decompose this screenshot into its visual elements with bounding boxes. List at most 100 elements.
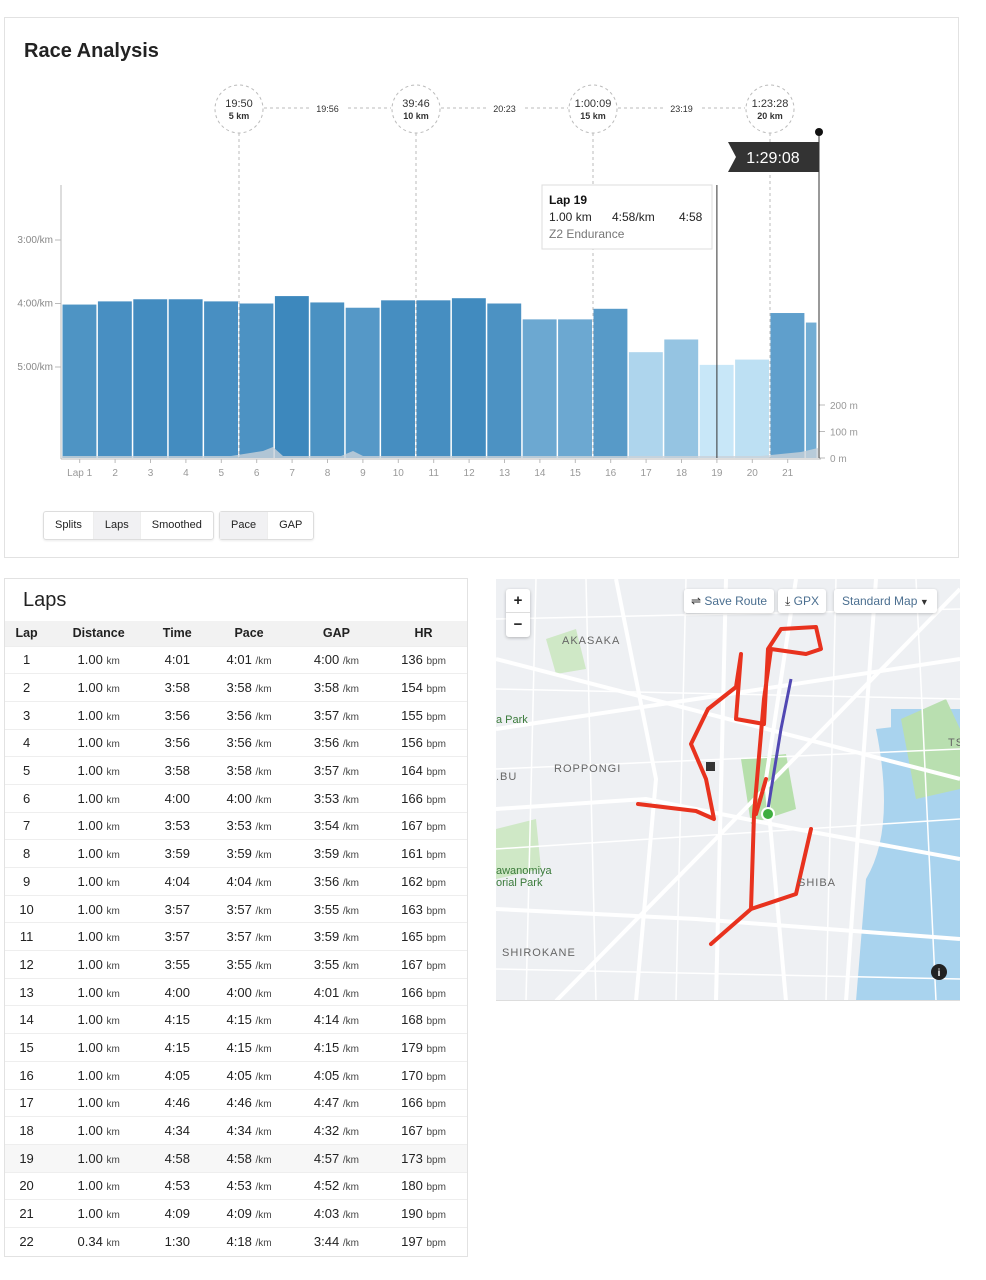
cell-value: 1.00: [77, 846, 103, 862]
lap-bar-16[interactable]: [593, 308, 628, 458]
lap-bar-4[interactable]: [168, 299, 203, 458]
pace-button[interactable]: Pace: [220, 512, 269, 539]
lap-bar-8[interactable]: [310, 302, 345, 458]
lap-bar-5[interactable]: [204, 301, 238, 458]
lap-bar-10[interactable]: [381, 300, 415, 458]
table-row[interactable]: 1 1.00 km 4:01 4:01 /km 4:00 /km 136 bpm: [5, 645, 467, 674]
cell-distance: 1.00 km: [48, 1060, 150, 1089]
table-row[interactable]: 19 1.00 km 4:58 4:58 /km 4:57 /km 173 bpm: [5, 1143, 467, 1173]
save-route-button[interactable]: ⇌ Save Route: [684, 589, 775, 613]
lap-bar-1[interactable]: [62, 304, 97, 458]
cell-lap: 15: [5, 1033, 49, 1062]
lap-bar-17[interactable]: [628, 352, 663, 458]
split-marker[interactable]: [214, 84, 264, 134]
table-row[interactable]: 7 1.00 km 3:53 3:53 /km 3:54 /km 167 bpm: [5, 811, 467, 840]
cell-value: 166: [401, 984, 423, 1000]
lap-bar-11[interactable]: [416, 300, 451, 458]
lap-bar-7[interactable]: [274, 296, 309, 458]
lap-bar-14[interactable]: [522, 319, 557, 458]
cell-value: 167: [401, 818, 423, 834]
cell-value: 1.00: [77, 1178, 103, 1194]
lap-bar-22[interactable]: [805, 322, 817, 458]
gpx-download-button[interactable]: ⤓ GPX: [778, 589, 826, 613]
map-type-dropdown[interactable]: Standard Map ▼: [834, 589, 937, 613]
split-marker[interactable]: [391, 84, 441, 134]
lap-bar-18[interactable]: [664, 339, 699, 458]
table-row[interactable]: 18 1.00 km 4:34 4:34 /km 4:32 /km 167 bpm: [5, 1116, 467, 1145]
table-row[interactable]: 4 1.00 km 3:56 3:56 /km 3:56 /km 156 bpm: [5, 728, 467, 757]
table-row[interactable]: 5 1.00 km 3:58 3:58 /km 3:57 /km 164 bpm: [5, 756, 467, 785]
table-row[interactable]: 2 1.00 km 3:58 3:58 /km 3:58 /km 154 bpm: [5, 673, 467, 702]
cell-pace: 4:34 /km: [205, 1116, 293, 1145]
column-header[interactable]: HR: [380, 621, 467, 646]
table-row[interactable]: 22 0.34 km 1:30 4:18 /km 3:44 /km 197 bpm: [5, 1226, 467, 1256]
cell-pace: 4:15 /km: [205, 1033, 293, 1062]
lap-bar-13[interactable]: [487, 303, 522, 459]
zoom-out-button[interactable]: −: [513, 616, 523, 633]
table-row[interactable]: 9 1.00 km 4:04 4:04 /km 3:56 /km 162 bpm: [5, 867, 467, 896]
cell-value: 12: [19, 956, 34, 972]
info-icon[interactable]: [931, 964, 947, 980]
column-header[interactable]: Pace: [205, 621, 293, 646]
table-row[interactable]: 16 1.00 km 4:05 4:05 /km 4:05 /km 170 bpm: [5, 1060, 467, 1089]
cell-value: 164: [401, 763, 423, 779]
table-row[interactable]: 17 1.00 km 4:46 4:46 /km 4:47 /km 166 bpm: [5, 1088, 467, 1117]
cell-value: 1.00: [77, 790, 103, 806]
tooltip-pace: 4:58/km: [612, 210, 655, 224]
table-row[interactable]: 21 1.00 km 4:09 4:09 /km 4:03 /km 190 bpm: [5, 1199, 467, 1228]
cell-time: 3:56: [149, 700, 206, 730]
cell-value: 1:30: [164, 1234, 190, 1250]
download-icon: ⤓: [785, 594, 794, 608]
cell-distance: 1.00 km: [48, 867, 150, 896]
cell-time: 3:57: [149, 894, 206, 923]
unit: km: [106, 822, 120, 834]
column-header[interactable]: Distance: [48, 621, 150, 646]
cell-gap: 4:01 /km: [292, 977, 381, 1006]
table-row[interactable]: 8 1.00 km 3:59 3:59 /km 3:59 /km 161 bpm: [5, 839, 467, 868]
cell-value: 4:09: [164, 1206, 190, 1222]
cell-gap: 4:03 /km: [292, 1199, 381, 1228]
unit: /km: [342, 1154, 359, 1166]
cell-lap: 14: [5, 1005, 49, 1034]
split-marker[interactable]: [745, 84, 795, 134]
zoom-in-button[interactable]: +: [506, 589, 530, 613]
route-map[interactable]: i AKASAKA ROPPONGI SHIBA SHIROKANE .BU a…: [496, 579, 960, 1001]
cell-gap: 3:56 /km: [292, 867, 381, 896]
lap-bar-12[interactable]: [451, 298, 486, 458]
lap-bar-20[interactable]: [735, 359, 769, 458]
lap-bar-2[interactable]: [97, 301, 132, 458]
lap-bar-3[interactable]: [133, 299, 168, 458]
table-row[interactable]: 20 1.00 km 4:53 4:53 /km 4:52 /km 180 bpm: [5, 1171, 467, 1200]
table-row[interactable]: 6 1.00 km 4:00 4:00 /km 3:53 /km 166 bpm: [5, 783, 467, 813]
table-row[interactable]: 3 1.00 km 3:56 3:56 /km 3:57 /km 155 bpm: [5, 700, 467, 730]
smoothed-button[interactable]: Smoothed: [151, 519, 202, 531]
splits-button[interactable]: Splits: [44, 512, 94, 539]
table-row[interactable]: 11 1.00 km 3:57 3:57 /km 3:59 /km 165 bpm: [5, 922, 467, 951]
pace-chart[interactable]: 3:00/km 4:00/km 5:00/km Lap 1 2 3 4 5 6 7 8 9 10 11 12…: [1, 1, 986, 501]
split-marker[interactable]: [568, 84, 618, 134]
cell-value: 4:05: [226, 1067, 252, 1083]
column-header[interactable]: GAP: [292, 621, 381, 646]
table-row[interactable]: 14 1.00 km 4:15 4:15 /km 4:14 /km 168 bpm: [5, 1005, 467, 1034]
table-row[interactable]: 12 1.00 km 3:55 3:55 /km 3:55 /km 167 bpm: [5, 950, 467, 979]
cell-value: 4:00: [164, 790, 190, 806]
map-canvas[interactable]: i: [496, 579, 960, 1001]
table-row[interactable]: 15 1.00 km 4:15 4:15 /km 4:15 /km 179 bpm: [5, 1033, 467, 1062]
cell-gap: 3:53 /km: [292, 783, 381, 813]
lap-bar-15[interactable]: [558, 319, 592, 458]
lap-bar-21[interactable]: [770, 313, 805, 458]
table-row[interactable]: 13 1.00 km 4:00 4:00 /km 4:01 /km 166 bpm: [5, 977, 467, 1006]
cell-value: 1.00: [77, 984, 103, 1000]
caret-down-icon: ▼: [917, 597, 929, 607]
cell-lap: 5: [5, 756, 49, 785]
table-row[interactable]: 10 1.00 km 3:57 3:57 /km 3:55 /km 163 bpm: [5, 894, 467, 923]
column-header[interactable]: Time: [149, 621, 206, 646]
laps-button[interactable]: Laps: [93, 512, 141, 539]
gap-button[interactable]: GAP: [279, 519, 303, 531]
lap-bar-9[interactable]: [345, 307, 380, 458]
lap-bar-6[interactable]: [239, 303, 274, 459]
cell-pace: 4:09 /km: [205, 1199, 293, 1228]
column-header[interactable]: Lap: [5, 621, 49, 646]
split-distance: 20 km: [757, 111, 783, 121]
cell-lap: 19: [5, 1143, 49, 1173]
